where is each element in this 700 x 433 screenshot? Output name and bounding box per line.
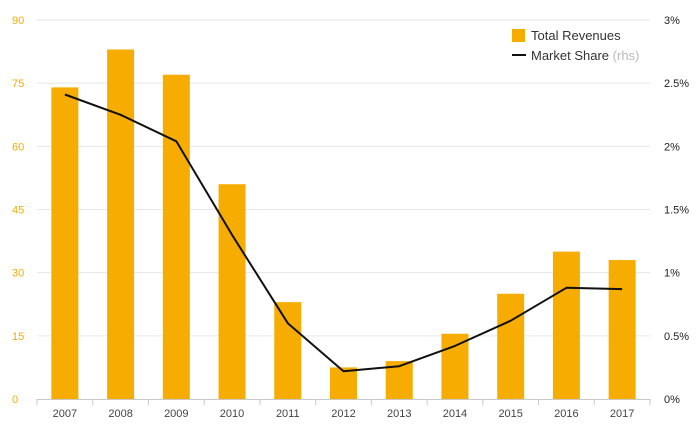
x-tick-label: 2007 <box>53 408 77 420</box>
y-left-tick-label: 60 <box>12 141 24 153</box>
legend-label-rhs-suffix: (rhs) <box>613 48 640 63</box>
market-share-line <box>64 93 623 373</box>
y-right-tick-label: 1% <box>664 268 680 280</box>
y-left-tick-label: 90 <box>12 15 24 27</box>
revenue-bar <box>441 333 469 399</box>
x-tick-label: 2010 <box>220 408 244 420</box>
x-tick-label: 2008 <box>108 408 132 420</box>
legend: Total Revenues Market Share (rhs) <box>512 28 639 63</box>
revenue-bar <box>608 260 636 399</box>
y-right-tick-label: 0.5% <box>664 331 689 343</box>
x-tick-label: 2017 <box>610 408 634 420</box>
revenue-bar <box>107 49 135 399</box>
x-tick-label: 2009 <box>164 408 188 420</box>
revenue-bar <box>51 87 79 399</box>
revenue-bar <box>330 367 357 399</box>
x-tick-label: 2011 <box>276 408 300 420</box>
y-right-tick-label: 3% <box>664 15 680 27</box>
x-tick-label: 2016 <box>554 408 578 420</box>
x-tick-label: 2014 <box>443 408 467 420</box>
legend-label-market-share: Market Share (rhs) <box>531 48 639 63</box>
y-left-tick-label: 15 <box>12 331 24 343</box>
x-tick-label: 2012 <box>331 408 355 420</box>
x-tick-label: 2013 <box>387 408 411 420</box>
revenue-bar <box>552 251 580 399</box>
revenue-bars <box>51 49 636 399</box>
revenue-bar <box>162 74 190 399</box>
y-right-tick-label: 1.5% <box>664 205 689 217</box>
y-left-tick-label: 30 <box>12 268 24 280</box>
y-right-tick-label: 0% <box>664 394 680 406</box>
y-left-tick-label: 0 <box>12 394 18 406</box>
revenue-bar <box>274 302 302 399</box>
legend-swatch-revenues <box>512 29 525 42</box>
gridlines <box>37 19 650 337</box>
y-left-tick-label: 75 <box>12 78 24 90</box>
y-left-tick-label: 45 <box>12 205 24 217</box>
x-tick-label: 2015 <box>498 408 522 420</box>
axes: 0 0% 15 0.5% 30 1% 45 1.5% 60 2% 75 2.5% 90 3% 2007 200… <box>12 15 689 420</box>
revenue-bar <box>218 184 246 399</box>
market-share-line-group <box>64 93 623 373</box>
y-right-tick-label: 2.5% <box>664 78 689 90</box>
legend-label-revenues: Total Revenues <box>531 28 621 43</box>
revenue-bar <box>497 293 525 399</box>
y-right-tick-label: 2% <box>664 141 680 153</box>
